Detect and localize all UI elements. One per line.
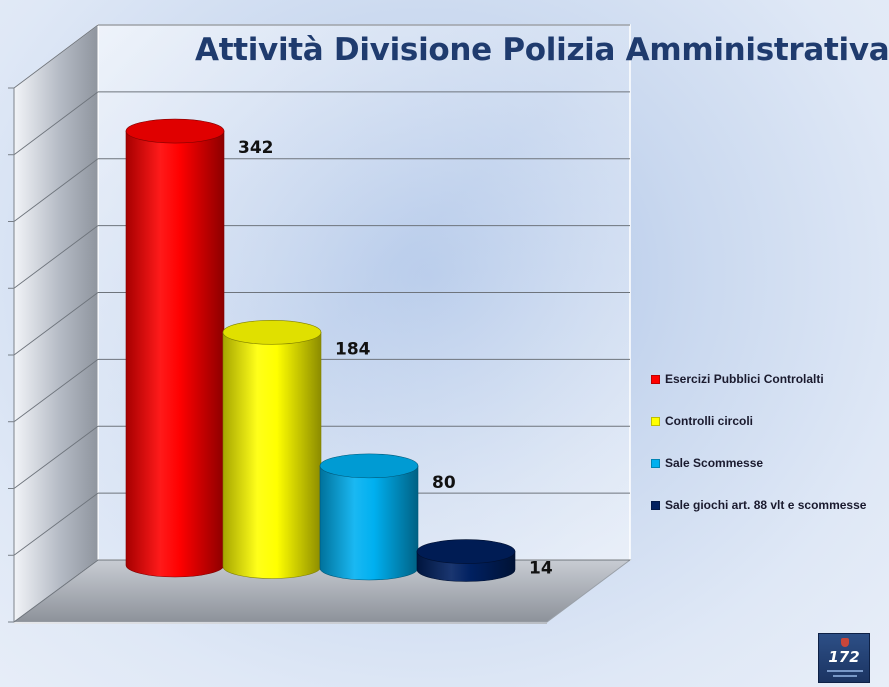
gridline-side xyxy=(13,225,99,289)
gridline-side xyxy=(13,292,99,356)
data-label: 342 xyxy=(238,138,274,158)
gridline-side xyxy=(13,425,99,489)
bar-4 xyxy=(416,539,516,582)
bar-top xyxy=(222,320,322,345)
bar-top xyxy=(416,539,516,564)
legend-swatch xyxy=(651,500,660,510)
legend-item: Esercizi Pubblici Controlalti xyxy=(651,368,866,390)
bar-top xyxy=(319,453,419,479)
legend-label: Sale Scommesse xyxy=(665,456,764,470)
legend-item: Sale Scommesse xyxy=(651,452,866,474)
legend-swatch xyxy=(651,458,660,468)
gridline-side xyxy=(13,359,99,423)
gridline-side xyxy=(13,24,99,89)
bar-body xyxy=(222,332,322,579)
data-label: 14 xyxy=(529,559,553,579)
logo-text: 172 xyxy=(828,648,860,666)
police-logo-icon: 172 xyxy=(818,633,870,683)
chart-legend: Esercizi Pubblici Controlalti Controlli c… xyxy=(651,368,866,536)
gridline-side xyxy=(13,158,99,222)
bar-top xyxy=(125,118,225,144)
bar-3 xyxy=(319,453,419,581)
legend-label: Esercizi Pubblici Controlalti xyxy=(665,372,824,386)
legend-item: Sale giochi art. 88 vlt e scommesse xyxy=(651,494,866,516)
data-label: 184 xyxy=(335,339,371,359)
legend-swatch xyxy=(651,416,660,426)
bar-body xyxy=(125,130,225,578)
legend-item: Controlli circoli xyxy=(651,410,866,432)
legend-swatch xyxy=(651,374,660,384)
bar-body xyxy=(319,465,419,581)
bar-2 xyxy=(222,320,322,579)
bar-1 xyxy=(125,118,225,578)
gridline-side xyxy=(13,91,99,156)
floor-edge xyxy=(14,622,547,624)
data-label: 80 xyxy=(432,473,456,493)
chart-title: Attività Divisione Polizia Amministrativ… xyxy=(195,32,889,68)
gridline-side xyxy=(13,492,99,556)
legend-label: Controlli circoli xyxy=(665,414,754,428)
gridline-side xyxy=(13,559,99,623)
legend-label: Sale giochi art. 88 vlt e scommesse xyxy=(665,498,867,512)
